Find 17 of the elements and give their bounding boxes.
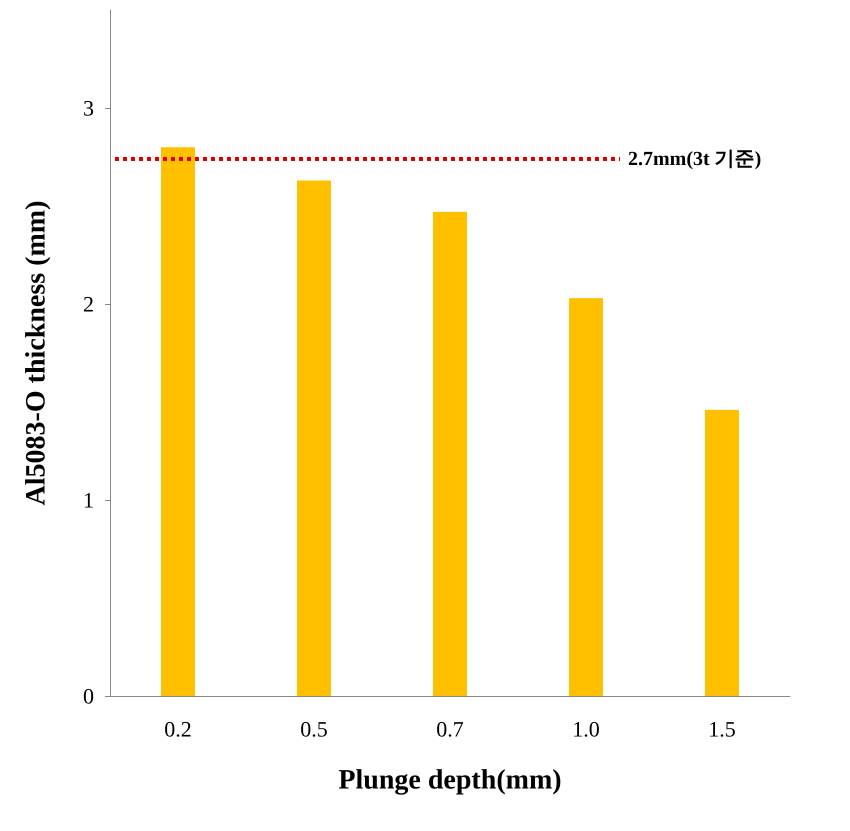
y-tick-label: 1: [83, 488, 94, 512]
x-axis-title: Plunge depth(mm): [338, 764, 562, 796]
bar: [433, 212, 467, 696]
x-tick-label: 1.0: [572, 716, 600, 742]
y-tick-label: 0: [83, 684, 94, 708]
bar: [705, 410, 739, 696]
x-tick-label: 0.5: [300, 716, 328, 742]
y-axis-title: Al5083-O thickness (mm): [20, 200, 52, 506]
x-tick-label: 0.2: [164, 716, 192, 742]
x-tick-label: 0.7: [436, 716, 464, 742]
bar: [161, 147, 195, 696]
x-tick-label: 1.5: [708, 716, 736, 742]
bar: [569, 298, 603, 696]
ref-line-label: 2.7mm(3t 기준): [628, 148, 762, 170]
y-tick-label: 3: [83, 96, 94, 120]
bar: [297, 180, 331, 696]
y-tick-label: 2: [83, 292, 94, 316]
